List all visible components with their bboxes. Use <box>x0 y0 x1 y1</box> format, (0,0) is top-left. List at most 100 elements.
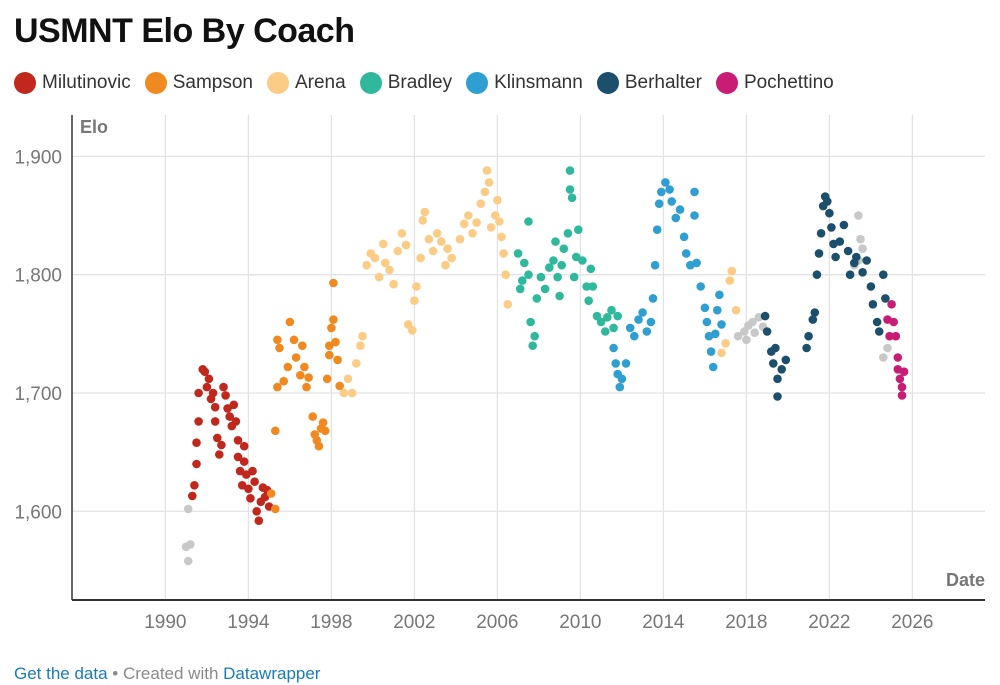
data-point-berhalter <box>825 208 834 218</box>
data-point-arena <box>397 229 407 238</box>
legend-item-bradley: Bradley <box>359 72 452 94</box>
data-point-pochettino <box>897 391 907 400</box>
legend-label: Sampson <box>172 72 253 93</box>
data-point-other <box>733 331 743 341</box>
data-point-arena <box>356 341 365 351</box>
data-point-arena <box>385 265 394 275</box>
data-point-sampson <box>291 353 301 362</box>
data-point-bradley <box>607 305 616 315</box>
data-point-klinsmann <box>638 308 647 317</box>
data-point-bradley <box>613 311 622 321</box>
legend-swatch <box>359 72 382 94</box>
data-point-berhalter <box>839 220 849 230</box>
data-point-sampson <box>296 370 305 380</box>
data-point-pochettino <box>887 300 896 309</box>
data-point-sampson <box>329 278 338 288</box>
data-point-berhalter <box>831 252 840 262</box>
data-point-bradley <box>603 313 612 322</box>
data-point-bradley <box>526 317 535 327</box>
data-point-berhalter <box>816 229 826 238</box>
data-point-arena <box>420 207 430 217</box>
data-point-sampson <box>333 355 342 365</box>
legend-item-sampson: Sampson <box>144 72 253 94</box>
data-point-milutinovic <box>233 436 243 445</box>
data-point-other <box>883 343 892 353</box>
data-point-klinsmann <box>625 323 635 333</box>
data-point-klinsmann <box>654 199 664 208</box>
data-point-arena <box>416 253 425 263</box>
data-point-arena <box>441 260 450 270</box>
data-point-milutinovic <box>215 450 224 459</box>
data-point-klinsmann <box>679 232 689 242</box>
data-point-klinsmann <box>675 205 685 214</box>
data-point-sampson <box>329 315 338 324</box>
data-point-arena <box>352 359 361 368</box>
data-point-milutinovic <box>194 388 203 398</box>
legend-swatch <box>596 72 619 94</box>
data-point-berhalter <box>868 300 878 309</box>
data-point-arena <box>464 211 473 220</box>
legend-item-pochettino: Pochettino <box>715 72 834 94</box>
data-point-milutinovic <box>202 382 212 392</box>
data-point-milutinovic <box>229 400 239 410</box>
data-point-arena <box>393 246 403 256</box>
data-point-bradley <box>565 185 575 194</box>
y-tick-label: 1,900 <box>14 147 62 168</box>
data-point-pochettino <box>885 331 894 341</box>
data-point-klinsmann <box>630 331 639 341</box>
data-point-milutinovic <box>221 391 230 400</box>
data-point-arena <box>717 348 726 358</box>
data-point-other <box>854 211 863 220</box>
data-point-other <box>858 244 867 253</box>
legend-item-berhalter: Berhalter <box>596 72 702 94</box>
data-point-milutinovic <box>246 494 255 503</box>
legend-label: Klinsmann <box>494 72 583 93</box>
datawrapper-link[interactable]: Datawrapper <box>223 664 321 683</box>
y-tick-label: 1,700 <box>14 384 62 405</box>
data-point-milutinovic <box>239 441 249 451</box>
data-point-berhalter <box>773 374 782 384</box>
data-point-berhalter <box>769 359 778 368</box>
data-point-arena <box>459 219 469 229</box>
data-point-bradley <box>588 282 598 291</box>
data-point-arena <box>482 166 492 175</box>
x-tick-label: 2026 <box>891 612 933 633</box>
data-point-bradley <box>524 217 533 226</box>
data-point-berhalter <box>771 343 780 353</box>
data-point-berhalter <box>773 392 782 401</box>
get-the-data-link[interactable]: Get the data <box>14 664 108 683</box>
legend-label: Arena <box>294 72 346 93</box>
data-point-sampson <box>322 374 332 384</box>
data-point-pochettino <box>893 353 903 362</box>
data-point-bradley <box>515 284 525 294</box>
data-point-other <box>856 234 865 244</box>
data-point-bradley <box>565 166 575 175</box>
data-point-berhalter <box>812 270 822 280</box>
data-point-berhalter <box>858 268 867 277</box>
data-point-other <box>879 353 888 362</box>
data-point-klinsmann <box>671 213 681 223</box>
chart-title: USMNT Elo By Coach <box>14 12 355 50</box>
data-point-berhalter <box>872 317 882 327</box>
legend: Milutinovic Sampson Arena Bradley Klinsmann B… <box>14 72 848 94</box>
data-point-bradley <box>513 249 523 258</box>
footer-separator: • Created with <box>107 664 224 683</box>
x-tick-label: 2022 <box>808 612 850 633</box>
data-point-pochettino <box>891 331 901 341</box>
data-point-bradley <box>596 317 606 327</box>
x-tick-label: 1990 <box>144 612 186 633</box>
data-point-arena <box>362 260 372 270</box>
data-point-milutinovic <box>239 457 249 466</box>
data-point-klinsmann <box>634 315 643 324</box>
data-point-sampson <box>320 426 330 436</box>
data-point-sampson <box>298 341 307 351</box>
data-point-arena <box>370 253 380 263</box>
y-axis-label: Elo <box>80 117 108 137</box>
data-point-klinsmann <box>711 329 720 339</box>
data-point-berhalter <box>827 223 836 232</box>
data-point-sampson <box>302 382 311 392</box>
data-point-klinsmann <box>661 178 670 187</box>
data-point-sampson <box>283 362 293 372</box>
data-point-other <box>750 328 759 338</box>
data-point-arena <box>493 195 502 205</box>
